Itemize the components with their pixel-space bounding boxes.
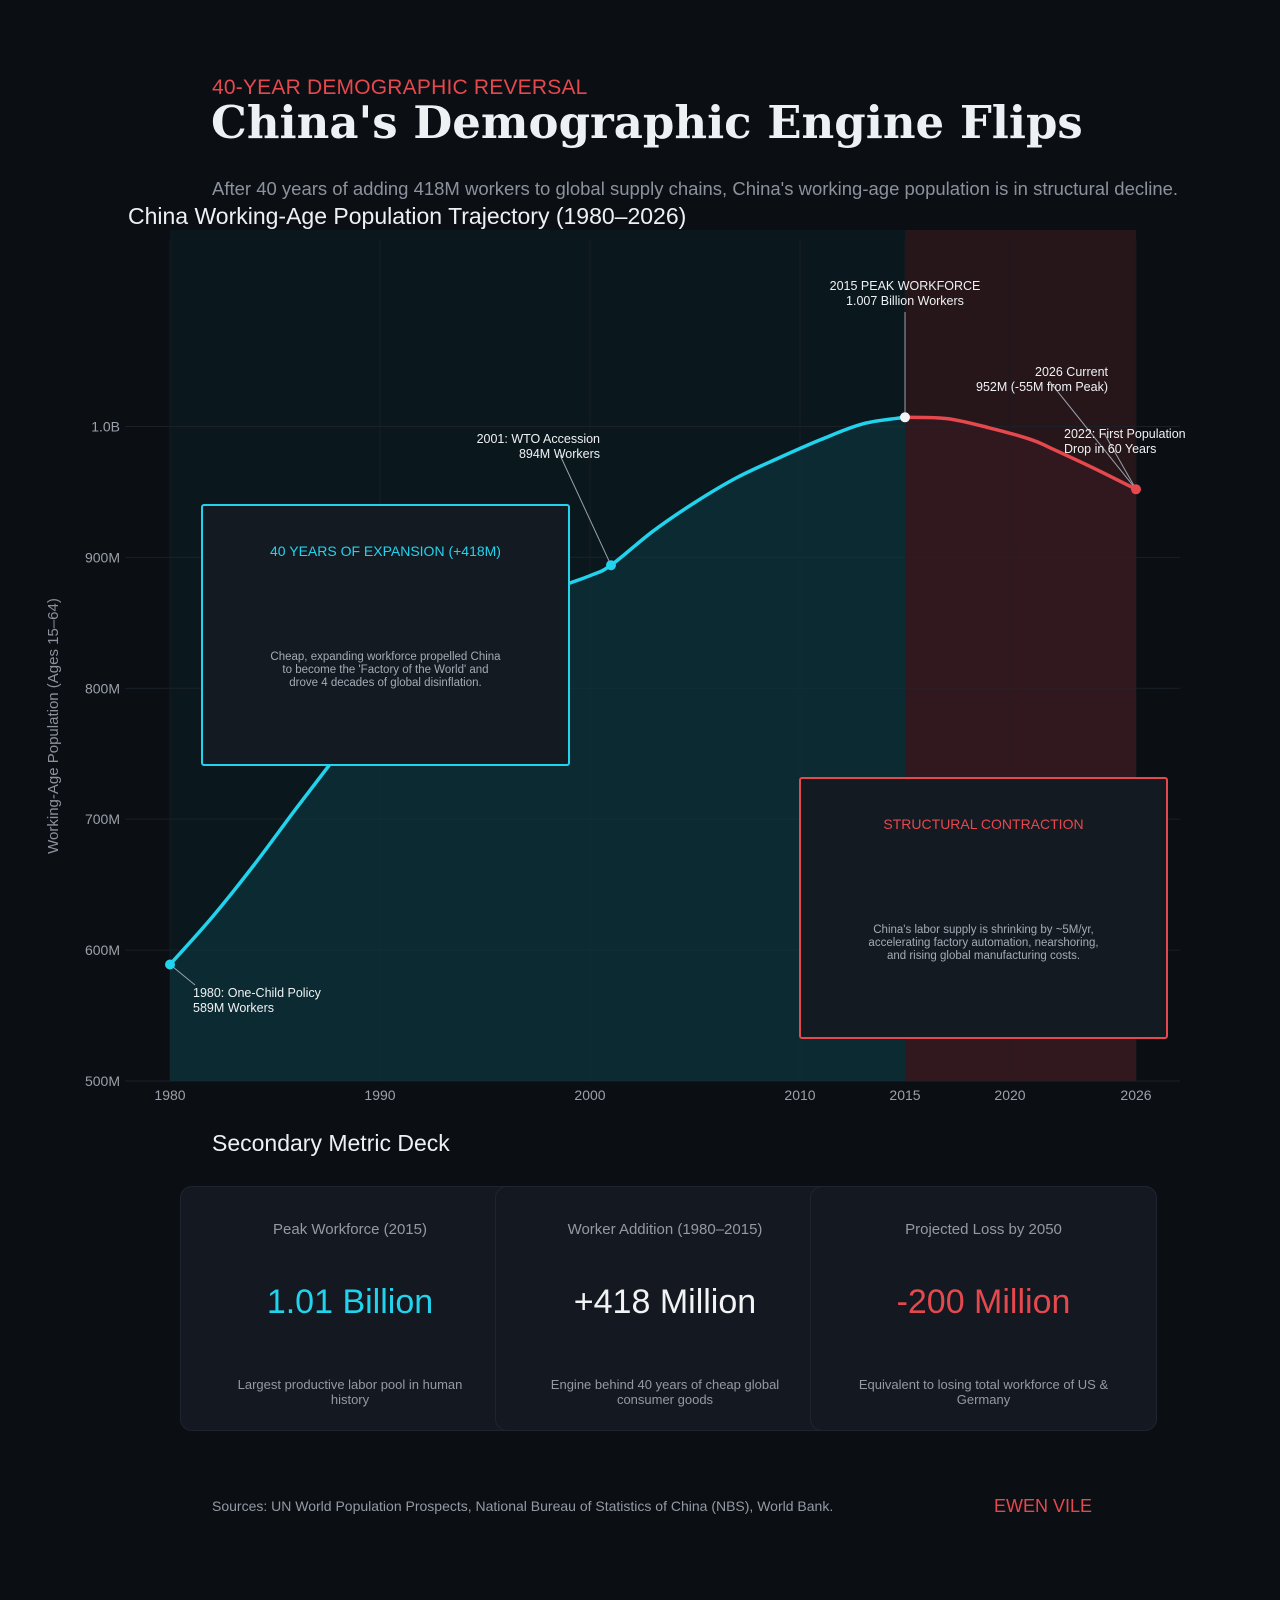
annotation-text: 2001: WTO Accession: [477, 432, 600, 446]
metric-desc: Engine behind 40 years of cheap global c…: [550, 1377, 780, 1407]
callout-body: Cheap, expanding workforce propelled Chi…: [270, 651, 501, 663]
annotation-leader: [1103, 432, 1137, 490]
page-title: China's Demographic Engine Flips: [211, 96, 1083, 149]
x-tick-label: 1990: [364, 1087, 395, 1103]
y-tick-label: 600M: [85, 942, 120, 958]
annotation-text: 589M Workers: [193, 1001, 274, 1015]
metric-desc: Largest productive labor pool in human h…: [237, 1377, 463, 1407]
annotation-leader: [1049, 381, 1137, 490]
y-axis-label: Working-Age Population (Ages 15–64): [45, 598, 62, 854]
y-tick-label: 900M: [85, 549, 120, 565]
brand-logo: EWEN VILE: [994, 1496, 1093, 1516]
page-subtitle: After 40 years of adding 418M workers to…: [212, 178, 1179, 199]
callout-body: drove 4 decades of global disinflation.: [289, 677, 481, 689]
callout-title: 40 YEARS OF EXPANSION (+418M): [270, 543, 501, 559]
x-tick-label: 2015: [889, 1087, 920, 1103]
callout-box: [201, 504, 570, 766]
series-line: [903, 415, 1138, 492]
annotation-text: 952M (-55M from Peak): [976, 380, 1108, 394]
y-tick-label: 500M: [85, 1073, 120, 1089]
x-tick-label: 2010: [784, 1087, 815, 1103]
callout-body: accelerating factory automation, nearsho…: [868, 937, 1098, 949]
chart-title: China Working-Age Population Trajectory …: [128, 203, 687, 229]
axes: 500M 600M 700M 800M 900M 1.0B 1980 1990 2000 2010…: [45, 418, 1152, 1103]
annotation-text: 2015 PEAK WORKFORCE: [830, 279, 981, 293]
y-tick-label: 800M: [85, 680, 120, 696]
y-tick-label: 1.0B: [91, 418, 120, 434]
data-point: [900, 412, 910, 423]
annotation-text: Drop in 60 Years: [1064, 442, 1156, 456]
callout-body: to become the 'Factory of the World' and: [282, 664, 488, 676]
callout-box: [799, 777, 1168, 1039]
y-tick-label: 700M: [85, 811, 120, 827]
metric-label: Projected Loss by 2050: [905, 1221, 1062, 1238]
metric-label: Worker Addition (1980–2015): [567, 1221, 763, 1238]
deck-title: Secondary Metric Deck: [212, 1130, 450, 1156]
data-point: [165, 959, 175, 970]
metric-label: Peak Workforce (2015): [273, 1221, 427, 1238]
annotation-text: 2022: First Population: [1064, 427, 1186, 441]
annotation-text: 894M Workers: [519, 447, 600, 461]
metric-value: +418 Million: [573, 1283, 757, 1321]
annotation-text: 2026 Current: [1035, 365, 1108, 379]
x-tick-label: 2000: [574, 1087, 605, 1103]
kicker: 40-YEAR DEMOGRAPHIC REVERSAL: [212, 76, 588, 99]
sources-note: Sources: UN World Population Prospects, …: [212, 1498, 834, 1514]
callout-body: and rising global manufacturing costs.: [887, 950, 1080, 962]
callout-title: STRUCTURAL CONTRACTION: [883, 816, 1083, 832]
data-points: [165, 412, 1141, 970]
callout-body: China's labor supply is shrinking by ~5M…: [873, 924, 1093, 936]
annotation-leader: [169, 964, 196, 986]
data-point: [1131, 484, 1141, 495]
metric-card-loss: Projected Loss by 2050 -200 Million Equi…: [810, 1186, 1157, 1431]
annotation-text: 1980: One-Child Policy: [193, 986, 322, 1000]
x-tick-label: 1980: [154, 1087, 185, 1103]
x-tick-label: 2026: [1120, 1087, 1151, 1103]
annotation-leaders: [169, 312, 1137, 986]
metric-card-addition: Worker Addition (1980–2015) +418 Million…: [495, 1186, 835, 1431]
metric-value: 1.01 Billion: [266, 1283, 434, 1321]
metric-value: -200 Million: [896, 1283, 1071, 1321]
callouts: 40 YEARS OF EXPANSION (+418M) Cheap, expa…: [201, 504, 1168, 1039]
metric-card-peak: Peak Workforce (2015) 1.01 Billion Large…: [180, 1186, 520, 1431]
annotation-leader: [559, 454, 612, 566]
metric-desc: Equivalent to losing total workforce of …: [858, 1377, 1109, 1407]
data-point: [606, 560, 616, 571]
annotation-text: 1.007 Billion Workers: [846, 294, 964, 308]
x-tick-label: 2020: [994, 1087, 1025, 1103]
